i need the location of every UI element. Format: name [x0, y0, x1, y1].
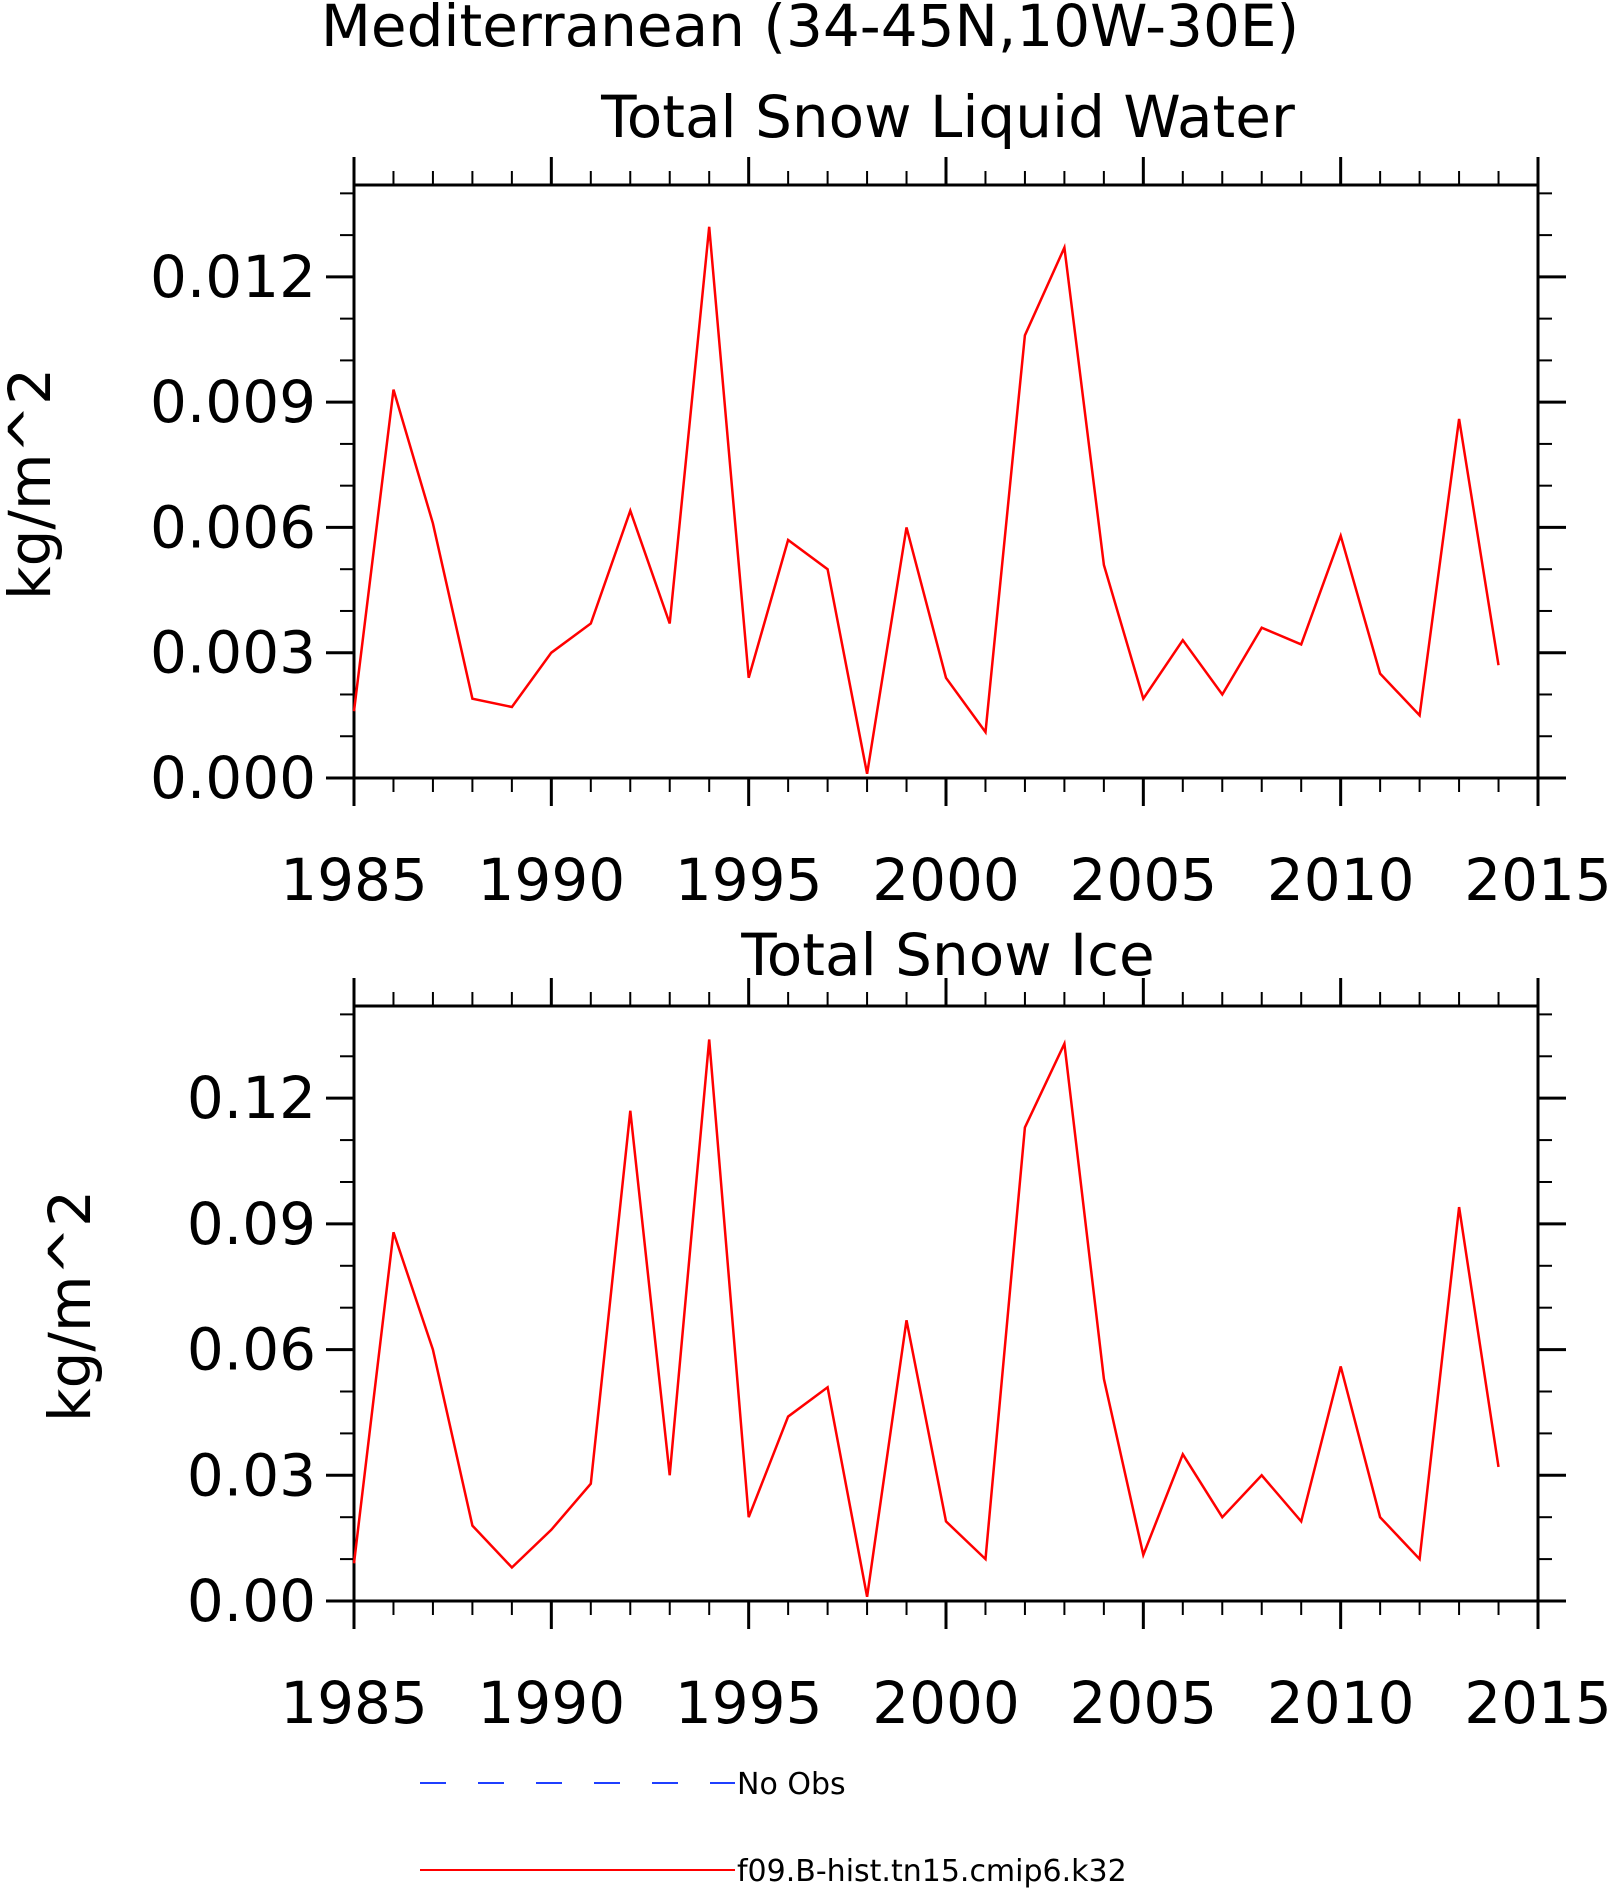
x-tick-label: 2005: [1070, 1669, 1218, 1737]
y-tick-label: 0.000: [150, 744, 316, 812]
x-tick-label: 2000: [872, 1669, 1020, 1737]
x-tick-label: 2005: [1070, 846, 1218, 914]
legend: No Obs f09.B-hist.tn15.cmip6.k32: [420, 1767, 1127, 1889]
x-tick-label: 1995: [675, 1669, 823, 1737]
figure-title: Mediterranean (34-45N,10W-30E): [321, 0, 1299, 60]
panel-title-snow-ice: Total Snow Ice: [740, 921, 1155, 989]
y-tick-label: 0.00: [187, 1567, 316, 1635]
x-tick-label: 2015: [1464, 1669, 1612, 1737]
y-tick-label: 0.012: [150, 243, 316, 311]
y-tick-label: 0.09: [187, 1190, 316, 1258]
plot-panel-snow-ice: Total Snow Ice kg/m^2 1985 1990 1995 2000 20…: [36, 921, 1612, 1737]
y-axis-label-bottom: kg/m^2: [36, 1190, 104, 1422]
series-line-model: [352, 226, 1500, 775]
series-line-model: [352, 1039, 1500, 1598]
x-tick-label: 1995: [675, 846, 823, 914]
plot-frame: [352, 183, 1540, 780]
x-tick-label: 2000: [872, 846, 1020, 914]
x-tick-label: 1985: [280, 846, 428, 914]
legend-label-model: f09.B-hist.tn15.cmip6.k32: [737, 1854, 1127, 1889]
x-tick-label: 1990: [478, 1669, 626, 1737]
x-tick-label: 1985: [280, 1669, 428, 1737]
x-tick-label: 1990: [478, 846, 626, 914]
y-tick-label: 0.06: [187, 1316, 316, 1384]
x-tick-label: 2015: [1464, 846, 1612, 914]
y-tick-label: 0.009: [150, 368, 316, 436]
plot-panel-snow-liquid-water: Total Snow Liquid Water kg/m^2 1985 1990 1…: [0, 83, 1612, 914]
y-axis-label-top: kg/m^2: [0, 368, 64, 600]
x-tick-label: 2010: [1267, 1669, 1415, 1737]
y-tick-label: 0.003: [150, 619, 316, 687]
x-tick-label: 2010: [1267, 846, 1415, 914]
y-tick-label: 0.12: [187, 1064, 316, 1132]
legend-label-no-obs: No Obs: [737, 1767, 846, 1802]
y-tick-label: 0.006: [150, 493, 316, 561]
panel-title-snow-liquid-water: Total Snow Liquid Water: [600, 83, 1295, 151]
y-tick-label: 0.03: [187, 1441, 316, 1509]
plot-frame: [352, 1004, 1540, 1603]
